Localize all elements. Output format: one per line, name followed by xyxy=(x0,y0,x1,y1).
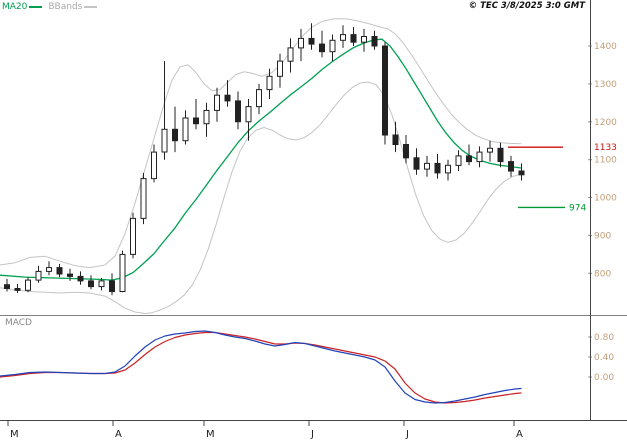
copyright-text: © TEC 3/8/2025 3:0 GMT xyxy=(468,1,585,11)
candle-body xyxy=(151,151,157,180)
candle-body xyxy=(466,155,472,163)
candle-body xyxy=(214,94,220,111)
candle-body xyxy=(266,75,273,91)
candle-body xyxy=(361,36,367,43)
bollinger-lower-band xyxy=(0,81,522,314)
candle-body xyxy=(518,170,525,176)
candle-body xyxy=(35,270,42,281)
ma20-line-swatch-icon xyxy=(29,5,43,8)
month-label: M xyxy=(206,429,215,440)
ma20-line xyxy=(0,38,522,281)
candle-body xyxy=(329,39,336,53)
macd-tick-label: 0.80 xyxy=(594,333,614,343)
candle-body xyxy=(203,109,210,125)
candle-body xyxy=(508,161,514,172)
legend-bbands: BBands xyxy=(48,2,98,13)
candle-body xyxy=(193,117,199,125)
candle-body xyxy=(413,157,420,170)
price-tick-label: 1100 xyxy=(594,156,617,166)
macd-panel-label: MACD xyxy=(5,318,32,328)
bbands-line-swatch-icon xyxy=(84,5,98,8)
candle-body xyxy=(14,288,21,291)
candle-body xyxy=(371,36,378,47)
candle-body xyxy=(487,147,493,153)
candle-body xyxy=(77,275,84,282)
month-label: A xyxy=(516,429,523,440)
month-label: J xyxy=(405,429,409,440)
month-label: M xyxy=(10,429,19,440)
chart-legend: MA20 BBands xyxy=(2,2,98,13)
candle-body xyxy=(98,280,105,288)
price-tick-label: 1400 xyxy=(594,42,617,52)
candle-body xyxy=(130,217,136,255)
candle-body xyxy=(56,267,63,275)
candle-body xyxy=(403,144,409,159)
candle-body xyxy=(245,106,252,123)
candle-body xyxy=(67,273,73,277)
ref-line-label: 1133 xyxy=(594,143,617,153)
candle-body xyxy=(46,267,52,272)
price-tick-label: 800 xyxy=(594,269,611,279)
candle-body xyxy=(340,34,346,41)
month-label: A xyxy=(115,429,122,440)
candle-body xyxy=(424,162,430,170)
macd-tick-label: 0.40 xyxy=(594,353,614,363)
candle-body xyxy=(25,279,31,291)
macd-line xyxy=(0,330,522,404)
candle-body xyxy=(235,100,241,123)
price-tick-label: 1300 xyxy=(594,80,617,90)
candle-body xyxy=(172,128,178,142)
candlestick-series xyxy=(4,23,525,296)
candle-body xyxy=(445,164,451,174)
candle-body xyxy=(319,43,325,53)
bollinger-upper-band xyxy=(0,18,522,269)
candle-body xyxy=(497,147,504,163)
candle-body xyxy=(434,162,441,174)
candle-body xyxy=(256,89,262,108)
price-tick-label: 1200 xyxy=(594,118,617,128)
candle-body xyxy=(298,37,304,49)
ref-line-label: 974 xyxy=(569,203,586,213)
candle-body xyxy=(455,155,462,166)
candle-body xyxy=(308,37,315,45)
price-tick-label: 900 xyxy=(594,231,611,241)
candle-body xyxy=(277,60,283,77)
candle-body xyxy=(392,134,399,145)
candle-body xyxy=(350,34,357,43)
price-tick-label: 1000 xyxy=(594,194,617,204)
candle-body xyxy=(161,128,168,153)
month-label: J xyxy=(310,429,314,440)
legend-ma20-label: MA20 xyxy=(2,2,28,12)
candle-body xyxy=(88,280,94,288)
legend-ma20: MA20 xyxy=(2,2,43,13)
candle-body xyxy=(182,117,189,142)
macd-tick-label: 0.00 xyxy=(594,373,614,383)
candle-body xyxy=(476,151,483,163)
candle-body xyxy=(4,284,10,290)
candle-body xyxy=(140,178,147,219)
candle-body xyxy=(382,45,388,136)
legend-bbands-label: BBands xyxy=(48,2,83,12)
candle-body xyxy=(224,94,231,102)
candle-body xyxy=(287,47,294,62)
candle-body xyxy=(109,280,115,292)
candle-body xyxy=(119,253,126,292)
